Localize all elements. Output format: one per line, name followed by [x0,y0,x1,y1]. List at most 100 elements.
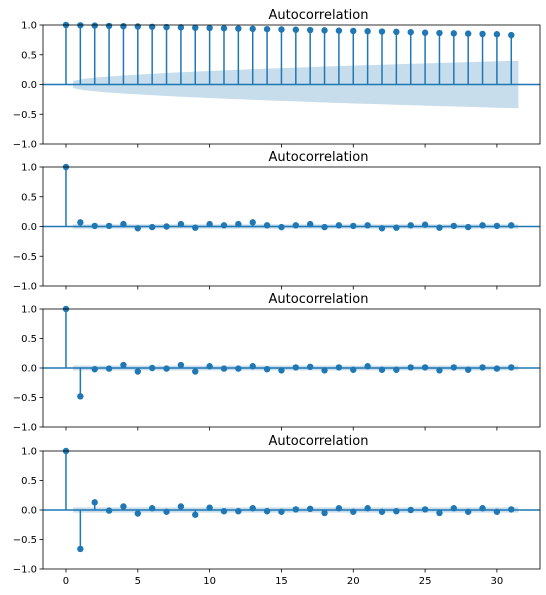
acf-point [479,505,486,512]
acf-point [177,503,185,510]
y-tick-label: 1.0 [21,305,37,316]
x-tick-label: 20 [347,576,360,587]
panel-title: Autocorrelation [269,292,369,307]
acf-point [105,22,113,30]
y-tick-label: 0.5 [21,50,37,61]
acf-panel-1: −1.0 −0.5 0.0 0.5 1.0 Autocorrelation [13,8,541,151]
acf-point [321,367,328,374]
y-tick-label: 0.5 [21,334,37,345]
acf-point [134,510,142,517]
acf-point [508,31,515,39]
y-tick-label: −0.5 [13,535,37,546]
acf-point [378,225,386,232]
acf-point [206,363,213,370]
acf-point [77,545,84,553]
acf-point [335,222,343,229]
acf-point [508,222,515,229]
y-tick-label: 0.5 [21,192,37,203]
acf-point [278,26,285,33]
y-tick-label: 1.0 [21,163,37,174]
acf-point [407,364,414,371]
acf-point [91,22,98,29]
acf-point [364,28,371,35]
acf-point [364,505,371,512]
y-tick-label: 1.0 [21,21,37,32]
acf-point [206,24,213,32]
acf-point [421,506,429,513]
acf-point [364,363,371,370]
acf-point [508,506,515,513]
acf-point [148,23,156,30]
acf-point [436,29,443,37]
acf-point [177,220,185,228]
acf-point [464,223,472,231]
acf-point [335,27,343,34]
acf-point [378,28,386,35]
acf-point [249,505,256,512]
acf-point [134,23,142,30]
acf-point [407,506,414,514]
acf-point [306,505,314,513]
acf-point [263,507,271,515]
acf-point [335,364,343,371]
acf-point [148,223,156,231]
acf-point [450,30,458,37]
acf-point [163,223,170,230]
acf-point [235,365,242,372]
acf-point [493,31,501,38]
acf-point [263,25,271,33]
acf-point [335,505,343,512]
acf-point [192,224,199,231]
acf-point [493,508,501,515]
acf-point [91,499,98,506]
acf-point [91,365,98,373]
x-tick-label: 25 [419,576,432,587]
y-tick-label: 1.0 [21,447,37,458]
acf-point [421,29,429,36]
y-tick-label: 0.0 [21,364,37,375]
acf-point [393,28,400,36]
acf-point [249,363,256,370]
acf-point [220,507,228,515]
acf-point [220,25,228,32]
acf-point [278,508,285,515]
acf-point [134,368,142,375]
acf-point [249,219,256,226]
acf-point [120,220,127,228]
acf-point [278,223,285,231]
acf-point [263,222,271,229]
acf-point [249,25,256,33]
x-tick-label: 10 [203,576,216,587]
y-tick-label: −0.5 [13,110,37,121]
acf-point [120,22,127,30]
acf-point [163,508,170,515]
y-tick-label: −1.0 [13,565,37,576]
acf-point [364,222,371,229]
acf-point [235,220,242,228]
acf-point [91,222,98,230]
acf-point [105,507,113,514]
acf-point [508,364,515,371]
acf-point [450,222,458,230]
acf-point [421,221,429,228]
acf-point [393,366,400,373]
y-tick-label: −1.0 [13,140,37,151]
acf-point [120,503,127,510]
acf-point [493,222,501,230]
acf-point [77,393,84,400]
y-tick-label: 0.0 [21,506,37,517]
x-tick-label: 5 [135,576,141,587]
acf-point [148,364,156,372]
acf-point [148,505,156,512]
x-tick-label: 0 [63,576,69,587]
panel-title: Autocorrelation [269,150,369,165]
acf-point [306,26,314,34]
acf-point [177,361,185,369]
y-tick-label: 0.0 [21,80,37,91]
acf-point [464,508,472,515]
acf-point [479,222,486,229]
panel-title: Autocorrelation [269,434,369,449]
acf-point [278,367,285,374]
acf-point [206,220,213,228]
